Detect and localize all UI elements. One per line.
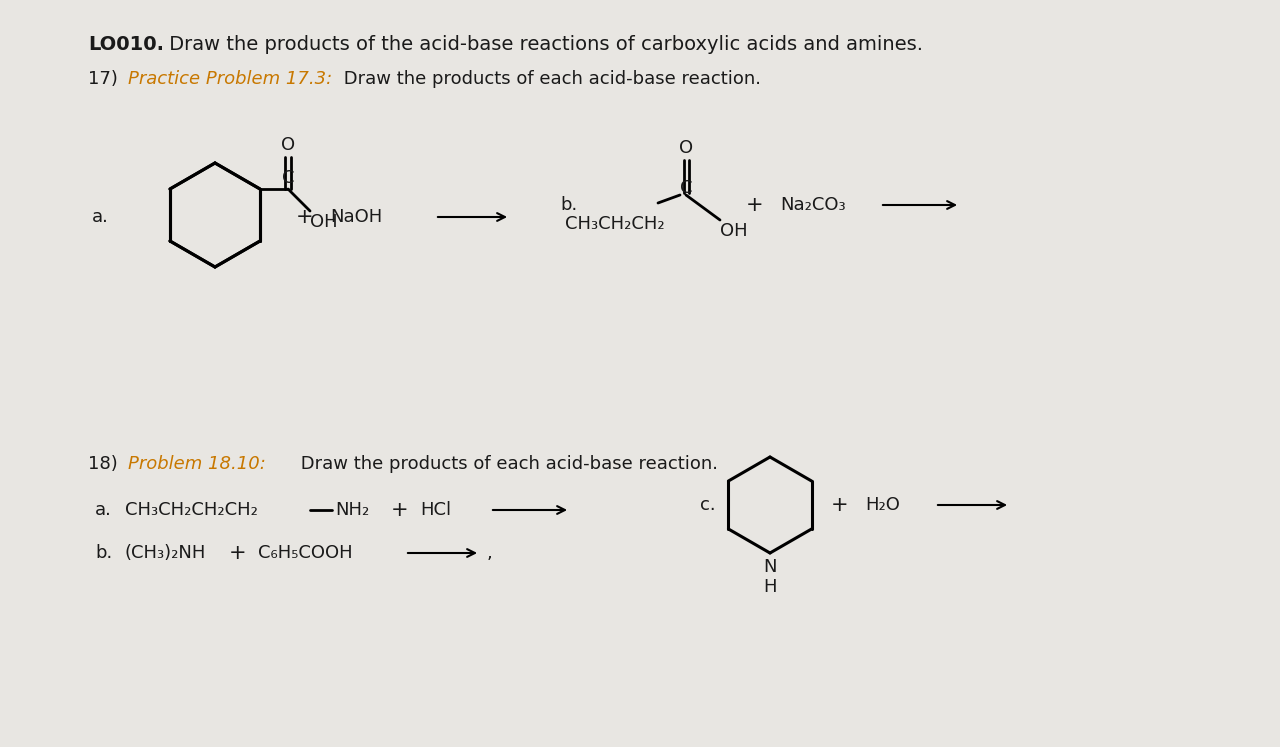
Text: N: N (763, 558, 777, 576)
Text: Draw the products of each acid-base reaction.: Draw the products of each acid-base reac… (294, 455, 718, 473)
Text: b.: b. (561, 196, 577, 214)
Text: +: + (392, 500, 408, 520)
Text: Practice Problem 17.3:: Practice Problem 17.3: (128, 70, 333, 88)
Text: C: C (282, 169, 294, 187)
Text: Draw the products of the acid-base reactions of carboxylic acids and amines.: Draw the products of the acid-base react… (163, 35, 923, 54)
Text: +: + (296, 207, 314, 227)
Text: +: + (831, 495, 849, 515)
Text: O: O (282, 136, 296, 154)
Text: Problem 18.10:: Problem 18.10: (128, 455, 266, 473)
Text: +: + (229, 543, 247, 563)
Text: NH₂: NH₂ (335, 501, 369, 519)
Text: O: O (678, 139, 692, 157)
Text: (CH₃)₂NH: (CH₃)₂NH (125, 544, 206, 562)
Text: NaOH: NaOH (330, 208, 383, 226)
Text: Draw the products of each acid-base reaction.: Draw the products of each acid-base reac… (338, 70, 762, 88)
Text: H₂O: H₂O (865, 496, 900, 514)
Text: a.: a. (95, 501, 111, 519)
Text: C: C (680, 179, 692, 197)
Text: OH: OH (310, 213, 338, 231)
Text: Na₂CO₃: Na₂CO₃ (780, 196, 846, 214)
Text: OH: OH (719, 222, 748, 240)
Text: CH₃CH₂CH₂CH₂: CH₃CH₂CH₂CH₂ (125, 501, 257, 519)
Text: +: + (746, 195, 764, 215)
Text: 18): 18) (88, 455, 118, 473)
Text: HCl: HCl (420, 501, 451, 519)
Text: 17): 17) (88, 70, 118, 88)
Text: H: H (763, 578, 777, 596)
Text: CH₃CH₂CH₂: CH₃CH₂CH₂ (564, 215, 664, 233)
Text: c.: c. (700, 496, 716, 514)
Text: ,: , (486, 544, 493, 562)
Text: C₆H₅COOH: C₆H₅COOH (259, 544, 352, 562)
Text: b.: b. (95, 544, 113, 562)
Text: LO010.: LO010. (88, 35, 164, 54)
Text: a.: a. (92, 208, 109, 226)
